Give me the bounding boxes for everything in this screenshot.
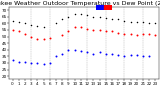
Point xyxy=(80,50,82,52)
Point xyxy=(117,54,120,56)
Point xyxy=(61,35,64,36)
Point xyxy=(55,23,57,24)
Point xyxy=(36,62,39,64)
Point xyxy=(36,38,39,40)
Point xyxy=(142,56,144,57)
Point xyxy=(42,64,45,65)
Point xyxy=(142,33,144,35)
Point xyxy=(136,54,138,56)
Title: Milwaukee Weather Outdoor Temperature vs Dew Point (24 Hours): Milwaukee Weather Outdoor Temperature vs… xyxy=(0,1,160,6)
Point xyxy=(73,49,76,50)
Point xyxy=(148,23,151,24)
Point xyxy=(129,54,132,56)
Point xyxy=(98,16,101,17)
Point xyxy=(142,21,144,23)
Point xyxy=(86,28,88,29)
Point xyxy=(11,20,14,21)
Point xyxy=(123,20,126,21)
Point xyxy=(104,31,107,32)
Point xyxy=(129,21,132,23)
Point xyxy=(48,37,51,39)
Point xyxy=(73,27,76,28)
Point xyxy=(148,33,151,35)
Point xyxy=(11,60,14,61)
Point xyxy=(24,33,26,35)
Point xyxy=(11,29,14,31)
Point xyxy=(67,49,70,50)
Point xyxy=(148,56,151,57)
Point xyxy=(55,56,57,57)
Point xyxy=(61,19,64,20)
Point xyxy=(42,27,45,28)
Point xyxy=(86,52,88,53)
Point xyxy=(136,35,138,36)
Point xyxy=(111,53,113,54)
Point xyxy=(61,53,64,54)
Point xyxy=(67,31,70,32)
Point xyxy=(117,32,120,33)
Point xyxy=(111,19,113,20)
Point xyxy=(17,61,20,62)
Point xyxy=(80,13,82,15)
Point xyxy=(42,38,45,40)
Point xyxy=(154,35,157,36)
Point xyxy=(67,16,70,17)
Point xyxy=(24,61,26,62)
Point xyxy=(80,27,82,28)
Point xyxy=(154,23,157,24)
Point xyxy=(136,21,138,23)
Bar xyxy=(96,5,104,10)
Point xyxy=(30,24,32,25)
Point xyxy=(30,62,32,64)
Point xyxy=(17,21,20,23)
Point xyxy=(48,62,51,64)
Point xyxy=(73,13,76,15)
Point xyxy=(92,16,95,17)
Point xyxy=(129,33,132,35)
Point xyxy=(17,31,20,32)
Point xyxy=(92,53,95,54)
Point xyxy=(123,56,126,57)
Point xyxy=(123,33,126,35)
Point xyxy=(92,29,95,31)
Point xyxy=(36,25,39,27)
Point xyxy=(30,36,32,37)
Point xyxy=(24,23,26,24)
Point xyxy=(111,31,113,32)
Point xyxy=(98,29,101,31)
Bar xyxy=(104,5,112,10)
Point xyxy=(86,15,88,16)
Point xyxy=(104,17,107,19)
Point xyxy=(117,19,120,20)
Point xyxy=(98,52,101,53)
Point xyxy=(104,53,107,54)
